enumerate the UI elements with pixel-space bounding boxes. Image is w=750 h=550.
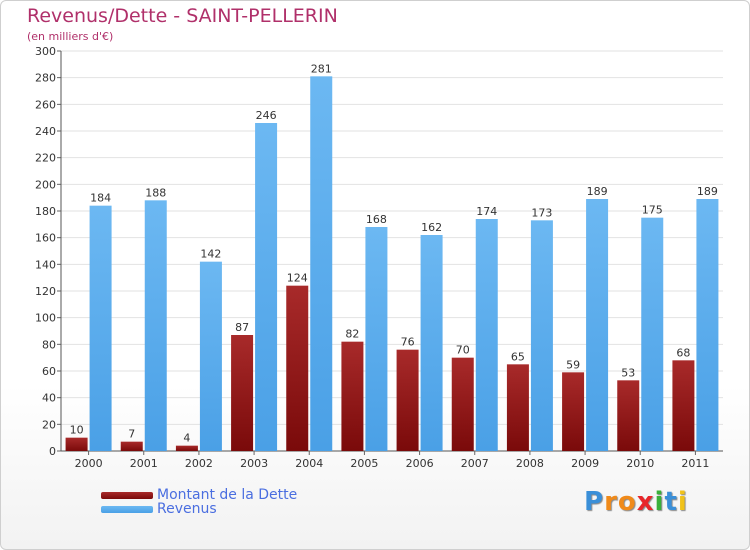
bar-debt — [231, 335, 254, 451]
x-tick-label: 2002 — [185, 457, 213, 470]
data-label-debt: 65 — [511, 350, 525, 363]
logo-letter: i — [677, 487, 688, 517]
y-tick-label: 140 — [35, 258, 56, 271]
data-label-revenue: 174 — [476, 205, 497, 218]
logo-letter: o — [617, 487, 637, 517]
data-label-debt: 7 — [128, 428, 135, 441]
data-label-debt: 68 — [676, 346, 690, 359]
chart-title: Revenus/Dette - SAINT-PELLERIN — [27, 5, 338, 27]
data-label-debt: 87 — [235, 321, 249, 334]
data-label-revenue: 142 — [200, 248, 221, 261]
bar-revenue — [420, 235, 443, 451]
data-label-revenue: 188 — [145, 186, 166, 199]
bar-debt — [286, 285, 309, 451]
bar-debt — [396, 349, 419, 451]
bar-revenue — [475, 219, 498, 451]
x-tick-label: 2001 — [130, 457, 158, 470]
data-label-revenue: 184 — [90, 192, 111, 205]
data-label-debt: 124 — [287, 272, 308, 285]
bar-debt — [65, 437, 88, 451]
bar-revenue — [530, 220, 553, 451]
logo-letter: P — [584, 487, 605, 517]
logo-letter: i — [654, 487, 665, 517]
y-tick-label: 220 — [35, 152, 56, 165]
x-tick-label: 2011 — [681, 457, 709, 470]
x-tick-label: 2003 — [240, 457, 268, 470]
x-tick-label: 2006 — [406, 457, 434, 470]
y-tick-label: 120 — [35, 285, 56, 298]
data-label-revenue: 175 — [642, 204, 663, 217]
y-tick-label: 240 — [35, 125, 56, 138]
legend-label-debt: Montant de la Dette — [157, 487, 298, 503]
bar-debt — [562, 372, 585, 451]
bar-revenue — [310, 76, 333, 451]
data-label-debt: 10 — [70, 424, 84, 437]
x-tick-label: 2000 — [75, 457, 103, 470]
chart-subtitle: (en milliers d'€) — [27, 30, 114, 43]
y-tick-label: 40 — [42, 392, 56, 405]
bar-revenue — [696, 199, 719, 451]
data-label-debt: 53 — [621, 366, 635, 379]
legend-label-revenue: Revenus — [157, 501, 217, 517]
y-tick-label: 200 — [35, 178, 56, 191]
bar-debt — [341, 341, 364, 451]
data-label-debt: 76 — [401, 336, 415, 349]
y-tick-label: 160 — [35, 232, 56, 245]
y-tick-label: 100 — [35, 312, 56, 325]
x-tick-label: 2004 — [295, 457, 323, 470]
x-tick-label: 2010 — [626, 457, 654, 470]
data-label-revenue: 281 — [311, 62, 332, 75]
x-tick-label: 2007 — [461, 457, 489, 470]
bar-revenue — [89, 205, 112, 451]
x-tick-label: 2009 — [571, 457, 599, 470]
bar-revenue — [199, 261, 222, 451]
bar-revenue — [255, 123, 278, 451]
bar-debt — [451, 357, 474, 451]
data-label-revenue: 189 — [697, 185, 718, 198]
data-label-debt: 70 — [456, 344, 470, 357]
logo-letter: x — [636, 487, 655, 517]
y-tick-label: 180 — [35, 205, 56, 218]
y-tick-label: 60 — [42, 365, 56, 378]
data-label-revenue: 168 — [366, 213, 387, 226]
bar-debt — [672, 360, 695, 451]
data-label-debt: 59 — [566, 358, 580, 371]
y-tick-label: 80 — [42, 338, 56, 351]
legend-item-revenue: Revenus — [101, 501, 217, 517]
x-tick-label: 2005 — [350, 457, 378, 470]
bar-revenue — [641, 217, 664, 451]
bar-debt — [175, 445, 198, 451]
bar-debt — [617, 380, 640, 451]
data-label-revenue: 189 — [587, 185, 608, 198]
bar-revenue — [365, 227, 388, 451]
logo-letter: t — [664, 487, 678, 517]
y-tick-label: 20 — [42, 418, 56, 431]
data-label-revenue: 162 — [421, 221, 442, 234]
y-tick-label: 0 — [49, 445, 56, 458]
data-label-debt: 4 — [183, 432, 190, 445]
legend-swatch-revenue — [101, 505, 153, 513]
legend-swatch-debt — [101, 491, 153, 499]
y-tick-label: 280 — [35, 72, 56, 85]
proxiti-logo: Proxiti — [584, 487, 688, 517]
y-tick-label: 260 — [35, 98, 56, 111]
data-label-revenue: 246 — [256, 109, 277, 122]
data-label-debt: 82 — [345, 328, 359, 341]
x-tick-label: 2008 — [516, 457, 544, 470]
y-tick-label: 300 — [35, 45, 56, 58]
bar-debt — [506, 364, 529, 451]
bar-revenue — [586, 199, 609, 451]
bar-debt — [120, 441, 143, 451]
bar-revenue — [144, 200, 167, 451]
legend-item-debt: Montant de la Dette — [101, 487, 297, 503]
logo-letter: r — [604, 487, 618, 517]
data-label-revenue: 173 — [531, 206, 552, 219]
